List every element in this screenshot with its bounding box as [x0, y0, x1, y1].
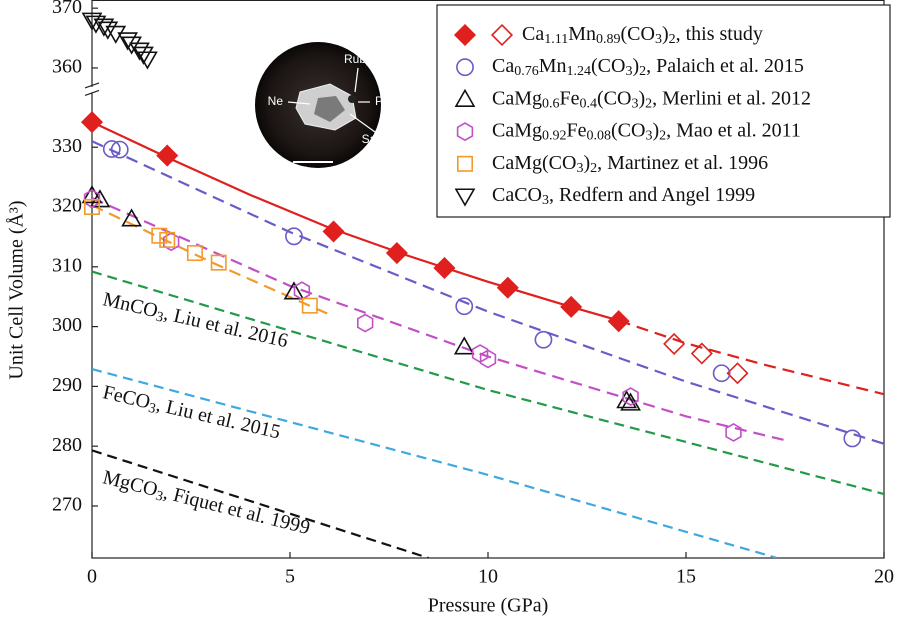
data-point	[121, 208, 142, 227]
fit-line	[618, 319, 884, 396]
y-tick-label: 290	[52, 374, 82, 396]
data-point	[622, 387, 639, 407]
data-point	[433, 256, 456, 280]
x-tick-label: 10	[478, 566, 498, 588]
data-point	[110, 140, 129, 159]
reference-line	[92, 368, 778, 558]
data-point	[133, 46, 154, 65]
axis-break-mark	[84, 89, 100, 96]
inset-hole	[314, 96, 345, 122]
data-point	[156, 144, 179, 167]
inset-label: Pt	[375, 94, 387, 108]
fit-line	[92, 204, 331, 316]
inset-arrow	[287, 101, 311, 105]
y-tick-label: 330	[52, 135, 82, 157]
inset-arrow	[354, 67, 359, 93]
data-point	[186, 245, 203, 262]
data-point	[80, 111, 104, 134]
data-point	[102, 140, 121, 158]
legend-marker	[490, 23, 514, 47]
data-point	[534, 330, 553, 349]
legend-marker	[456, 58, 474, 77]
data-point	[453, 336, 475, 355]
data-point	[83, 189, 101, 209]
data-point	[322, 220, 345, 243]
legend-marker	[456, 122, 474, 142]
data-point	[385, 242, 408, 265]
data-point	[283, 281, 305, 300]
legend-marker	[453, 23, 477, 47]
x-axis-title: Pressure (GPa)	[428, 595, 549, 617]
legend-label: CaMg0.6Fe0.4(CO3)2, Merlini et al. 2012	[492, 87, 811, 112]
data-point	[129, 42, 150, 61]
legend-marker	[456, 155, 473, 172]
inset-ruby	[348, 95, 356, 103]
y-tick-label: 310	[52, 254, 82, 276]
data-point	[117, 32, 139, 51]
inset-photo: Ruby Ne Pt Sample 50 μm	[255, 42, 403, 178]
fit-line	[92, 140, 884, 445]
x-tick-label: 0	[87, 566, 97, 588]
data-point	[455, 297, 474, 316]
inset-label: Ruby	[344, 52, 372, 66]
data-point	[81, 185, 103, 204]
fit-line	[92, 121, 620, 322]
legend-label: CaMg0.92Fe0.08(CO3)2, Mao et al. 2011	[492, 119, 801, 144]
axis-break-mark	[84, 82, 100, 89]
legend-label: Ca0.76Mn1.24(CO3)2, Palaich et al. 2015	[492, 55, 804, 80]
data-point	[159, 231, 176, 248]
legend-box	[436, 4, 891, 218]
inset-label: 50 μm	[295, 164, 329, 178]
y-tick-label: 270	[52, 494, 82, 516]
axis-break-gap	[84, 86, 100, 93]
legend-label: Ca1.11Mn0.89(CO3)2, this study	[522, 23, 763, 48]
y-tick-label: 280	[52, 434, 82, 456]
reference-line	[92, 270, 884, 496]
reference-label: MgCO3, Fiquet et al. 1999	[100, 466, 312, 541]
x-tick-label: 5	[285, 566, 295, 588]
data-point	[84, 199, 101, 216]
data-point	[285, 227, 303, 246]
legend-label: CaCO3, Redfern and Angel 1999	[492, 184, 755, 209]
data-point	[616, 390, 637, 409]
inset-label: Ne	[268, 94, 284, 108]
data-point	[121, 36, 142, 55]
data-point	[560, 295, 583, 318]
data-point	[725, 422, 742, 442]
legend-marker	[454, 88, 476, 107]
y-tick-label: 360	[52, 56, 82, 78]
data-point	[137, 51, 158, 70]
data-point	[712, 364, 731, 383]
data-point	[690, 342, 713, 365]
y-tick-label: 370	[52, 0, 82, 18]
x-tick-label: 15	[676, 566, 696, 588]
inset-label: Sample	[362, 132, 403, 146]
y-axis-title: Unit Cell Volume (Å³)	[6, 200, 28, 379]
x-tick-label: 20	[874, 566, 894, 588]
reference-line	[92, 449, 429, 558]
data-point	[356, 313, 374, 333]
legend-label: CaMg(CO3)2, Martinez et al. 1996	[492, 151, 768, 176]
data-point	[163, 232, 180, 252]
legend: Ca1.11Mn0.89(CO3)2, this study Ca0.76Mn1.…	[436, 4, 891, 218]
inset-arrow	[349, 113, 376, 133]
data-point	[496, 276, 519, 299]
data-point	[210, 254, 227, 271]
data-point	[663, 332, 686, 355]
data-point	[726, 362, 749, 385]
data-point	[607, 310, 630, 333]
y-tick-label: 320	[52, 195, 82, 217]
data-point	[97, 21, 119, 40]
data-point	[843, 429, 862, 448]
data-point	[301, 297, 318, 314]
legend-marker	[454, 188, 476, 207]
y-tick-label: 300	[52, 314, 82, 336]
data-point	[479, 349, 497, 369]
